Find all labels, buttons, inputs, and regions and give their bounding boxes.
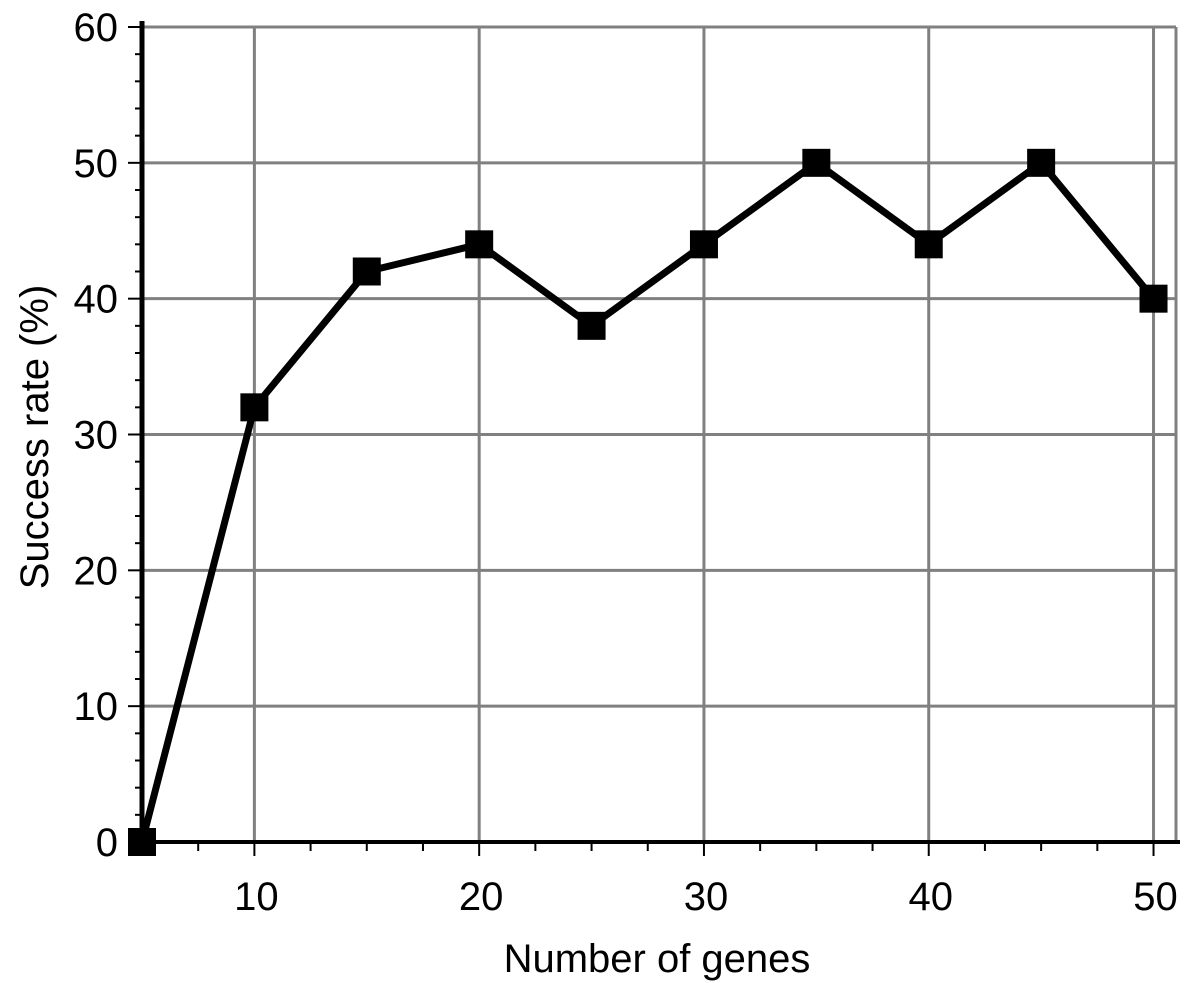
data-point-marker xyxy=(577,311,606,340)
tick-marks xyxy=(128,26,1155,856)
data-point-marker xyxy=(352,257,381,286)
y-tick-label: 60 xyxy=(74,6,119,50)
y-axis-title: Success rate (%) xyxy=(13,285,57,590)
y-tick-label: 0 xyxy=(96,821,118,865)
y-tick-label: 40 xyxy=(74,278,119,322)
tick-labels: 0 10 20 30 40 50 60 10 20 30 40 50 xyxy=(74,6,1178,919)
data-point-marker xyxy=(1027,148,1056,177)
x-tick-label: 10 xyxy=(234,875,279,919)
axes xyxy=(128,21,1180,844)
data-point-marker xyxy=(128,828,156,856)
x-tick-label: 50 xyxy=(1133,875,1178,919)
data-point-marker xyxy=(465,230,494,259)
x-axis-title: Number of genes xyxy=(504,937,811,981)
y-tick-label: 30 xyxy=(74,414,119,458)
grid-lines xyxy=(142,25,1178,842)
y-tick-label: 10 xyxy=(74,685,119,729)
data-point-marker xyxy=(689,230,718,259)
data-point-marker xyxy=(914,230,943,259)
x-tick-label: 20 xyxy=(459,875,504,919)
data-point-marker xyxy=(240,393,269,422)
series-line xyxy=(138,158,1157,843)
x-tick-label: 40 xyxy=(908,875,953,919)
data-point-marker xyxy=(1139,284,1168,313)
x-tick-label: 30 xyxy=(684,875,729,919)
data-series xyxy=(128,148,1168,856)
data-point-marker xyxy=(802,148,831,177)
y-tick-label: 20 xyxy=(74,549,119,593)
y-tick-label: 50 xyxy=(74,142,119,186)
